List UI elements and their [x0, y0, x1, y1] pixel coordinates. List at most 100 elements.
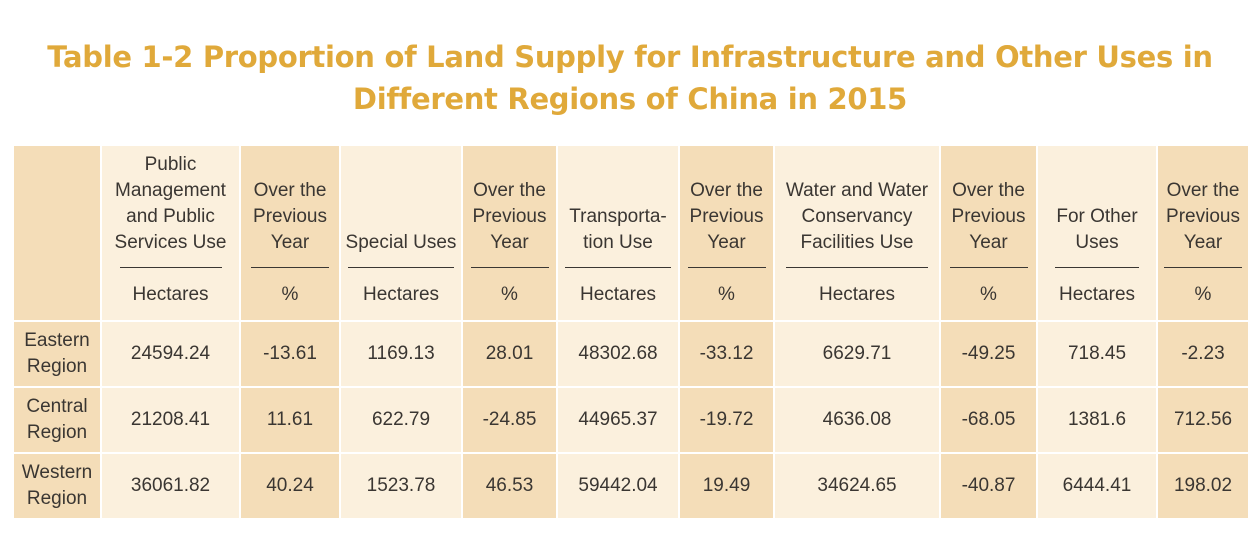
value-cell: -19.72	[678, 386, 775, 454]
column-header-label-line: Previous	[1166, 206, 1240, 227]
region-label-line: Western	[21, 462, 93, 483]
column-header-label: Over the Previous Year	[941, 178, 1036, 266]
column-header-label-line: Over the	[473, 180, 546, 201]
column-header-label-line: Over the	[1166, 180, 1240, 201]
column-header-label-line: tion Use	[583, 232, 653, 253]
column-header-rule	[565, 267, 671, 268]
column-header-rule	[687, 267, 766, 268]
column-header-1: Over the Previous Year%	[239, 144, 341, 322]
table-title: Table 1-2 Proportion of Land Supply for …	[0, 36, 1260, 120]
column-header-3: Over the Previous Year%	[461, 144, 558, 322]
column-header-rule	[949, 267, 1028, 268]
region-label-line: Region	[26, 356, 88, 377]
value-cell: 1169.13	[339, 320, 463, 388]
value-cell: -40.87	[939, 452, 1038, 520]
value-cell: 59442.04	[556, 452, 680, 520]
region-cell: Eastern Region	[12, 320, 102, 388]
table-row: Western Region 36061.82 40.24 1523.78 46.53 59…	[12, 452, 1250, 520]
table-row: Central Region 21208.41 11.61 622.79 -24.85 44…	[12, 386, 1250, 454]
value-cell: 48302.68	[556, 320, 680, 388]
value-cell: 11.61	[239, 386, 341, 454]
region-label-line: Region	[26, 488, 88, 509]
value-cell: 6444.41	[1036, 452, 1158, 520]
column-header-label-line: Previous	[472, 206, 547, 227]
value-cell: 6629.71	[773, 320, 941, 388]
column-unit: Hectares	[132, 284, 209, 305]
column-header-label-line: Previous	[951, 206, 1026, 227]
column-header-label-line: Year	[270, 232, 310, 253]
column-header-rule	[348, 267, 454, 268]
column-header-label: Water and Water Conservancy Facilities Use	[775, 178, 939, 266]
value-cell: 622.79	[339, 386, 463, 454]
table-title-line-1: Table 1-2 Proportion of Land Supply for …	[47, 40, 1213, 74]
value-cell: 1523.78	[339, 452, 463, 520]
value-cell: 198.02	[1156, 452, 1250, 520]
column-unit: %	[1194, 284, 1212, 305]
column-unit: %	[501, 284, 518, 305]
value-cell: 4636.08	[773, 386, 941, 454]
column-header-label-line: Year	[707, 232, 746, 253]
column-header-label-line: Public	[144, 154, 197, 175]
value-cell: 34624.65	[773, 452, 941, 520]
value-cell: 28.01	[461, 320, 558, 388]
column-header-label: Over the Previous Year	[463, 178, 556, 266]
column-header-label-line: and Public	[126, 206, 215, 227]
column-unit: %	[980, 284, 997, 305]
column-header-8: For Other Uses Hectares	[1036, 144, 1158, 322]
column-header-rule	[1055, 267, 1139, 268]
value-cell: 21208.41	[100, 386, 241, 454]
table-title-line-2: Different Regions of China in 2015	[352, 82, 908, 116]
column-header-label-line: Conservancy	[801, 206, 913, 227]
column-header-rule	[1164, 267, 1242, 268]
column-header-label-line: Year	[1183, 232, 1223, 253]
column-header-5: Over the Previous Year%	[678, 144, 775, 322]
column-header-rule	[251, 267, 329, 268]
region-cell: Western Region	[12, 452, 102, 520]
column-header-label-line: Year	[969, 232, 1008, 253]
value-cell: 19.49	[678, 452, 775, 520]
column-header-label-line: Facilities Use	[800, 232, 914, 253]
value-cell: 1381.6	[1036, 386, 1158, 454]
column-header-0: Public Management and Public Services Use He…	[100, 144, 241, 322]
corner-cell	[12, 144, 102, 322]
column-header-6: Water and Water Conservancy Facilities Use…	[773, 144, 941, 322]
column-header-label-line: Year	[490, 232, 529, 253]
value-cell: -33.12	[678, 320, 775, 388]
column-header-label-line: For Other	[1056, 206, 1138, 227]
table-row: Eastern Region 24594.24 -13.61 1169.13 28.01 4…	[12, 320, 1250, 388]
column-unit: Hectares	[818, 284, 896, 305]
column-header-label: Transporta-tion Use	[558, 204, 678, 266]
region-cell: Central Region	[12, 386, 102, 454]
column-header-label: Special Uses	[341, 230, 461, 266]
column-header-label-line: Previous	[689, 206, 764, 227]
column-header-label-line: Over the	[253, 180, 327, 201]
value-cell: -49.25	[939, 320, 1038, 388]
column-header-label: For Other Uses	[1038, 204, 1156, 266]
column-header-label-line: Uses	[1075, 232, 1119, 253]
value-cell: -13.61	[239, 320, 341, 388]
value-cell: 718.45	[1036, 320, 1158, 388]
column-header-label: Over the Previous Year	[1158, 178, 1248, 266]
column-header-rule	[786, 267, 928, 268]
column-header-rule	[470, 267, 549, 268]
column-header-label: Over the Previous Year	[680, 178, 773, 266]
value-cell: 712.56	[1156, 386, 1250, 454]
column-header-label-line: Over the	[690, 180, 763, 201]
column-header-9: Over the Previous Year%	[1156, 144, 1250, 322]
column-header-4: Transporta-tion Use Hectares	[556, 144, 680, 322]
header-row: Public Management and Public Services Use He…	[12, 144, 1250, 322]
column-header-2: Special Uses Hectares	[339, 144, 463, 322]
value-cell: 44965.37	[556, 386, 680, 454]
value-cell: -2.23	[1156, 320, 1250, 388]
column-header-label-line: Previous	[253, 206, 327, 227]
column-header-label-line: Services Use	[114, 232, 227, 253]
column-header-label: Public Management and Public Services Use	[102, 152, 239, 266]
column-header-label-line: Special Uses	[345, 232, 457, 253]
column-unit: Hectares	[362, 284, 440, 305]
column-header-label: Over the Previous Year	[241, 178, 339, 266]
value-cell: 24594.24	[100, 320, 241, 388]
column-header-7: Over the Previous Year%	[939, 144, 1038, 322]
value-cell: -68.05	[939, 386, 1038, 454]
column-header-label-line: Management	[115, 180, 226, 201]
column-header-label-line: Water and Water	[785, 180, 929, 201]
